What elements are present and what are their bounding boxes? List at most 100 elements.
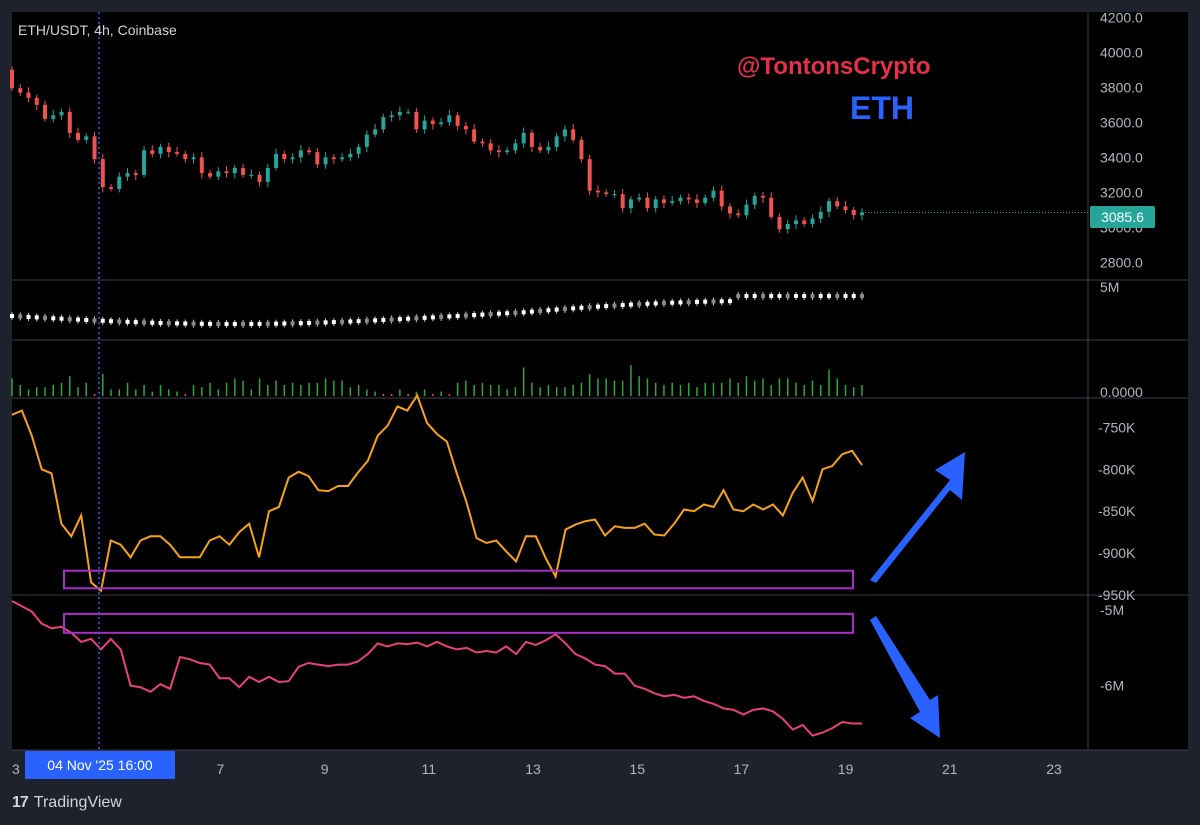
pane2-body xyxy=(496,311,501,316)
candle-body xyxy=(348,153,353,158)
pane2-body xyxy=(777,294,782,298)
candle-body xyxy=(538,146,543,151)
pane2-body xyxy=(331,320,336,325)
pane2-body xyxy=(414,316,419,321)
candle-body xyxy=(43,104,48,119)
candle-body xyxy=(373,129,378,135)
asset-label: ETH xyxy=(850,90,914,126)
candle-body xyxy=(463,125,468,130)
pane2-body xyxy=(744,294,749,298)
pane2-body xyxy=(628,302,633,307)
pane2-body xyxy=(620,303,625,308)
pane2-body xyxy=(274,321,279,326)
candle-body xyxy=(612,194,617,196)
pane2-body xyxy=(579,305,584,310)
pane2-tick-label: 5M xyxy=(1100,279,1119,295)
pane2-body xyxy=(348,319,353,324)
down-arrow-icon xyxy=(870,616,940,738)
time-tick-label: 9 xyxy=(321,761,329,777)
candle-body xyxy=(257,174,262,182)
candle-body xyxy=(843,206,848,210)
candle-body xyxy=(818,211,823,219)
pane2-body xyxy=(191,321,196,326)
pane2-body xyxy=(793,294,798,298)
candle-body xyxy=(364,134,369,147)
candle-body xyxy=(777,216,782,230)
pane2-body xyxy=(760,294,765,298)
pane2-body xyxy=(463,313,468,318)
pane2-body xyxy=(125,319,130,324)
pane2-body xyxy=(208,321,213,326)
pane2-body xyxy=(835,294,840,298)
candle-body xyxy=(422,120,427,130)
time-tick-label: 17 xyxy=(734,761,750,777)
time-tick-label: 23 xyxy=(1046,761,1062,777)
candle-body xyxy=(125,173,130,177)
pane2-body xyxy=(826,294,831,298)
pane2-body xyxy=(529,309,534,314)
price-tick-label: 4200.0 xyxy=(1100,9,1143,25)
pane2-body xyxy=(472,313,477,318)
candle-body xyxy=(661,199,666,203)
time-tick-label: 11 xyxy=(422,761,437,777)
candle-body xyxy=(389,115,394,118)
candle-body xyxy=(587,159,592,191)
flow-tick-label: -750K xyxy=(1098,419,1136,435)
pane2-body xyxy=(637,302,642,307)
candle-body xyxy=(282,153,287,160)
candle-body xyxy=(166,146,171,153)
pane2-body xyxy=(769,294,774,298)
pane2-body xyxy=(117,319,122,324)
pane2-body xyxy=(59,316,64,321)
candle-body xyxy=(406,111,411,113)
pane2-body xyxy=(381,317,386,322)
candle-body xyxy=(265,167,270,182)
candle-body xyxy=(736,213,741,216)
candle-body xyxy=(307,150,312,153)
candle-body xyxy=(232,167,237,174)
candle-body xyxy=(397,111,402,116)
pane2-body xyxy=(843,294,848,298)
pane2-body xyxy=(513,310,518,315)
candle-body xyxy=(760,195,765,198)
candle-body xyxy=(76,132,81,140)
candle-body xyxy=(274,153,279,168)
candle-body xyxy=(414,111,419,130)
pane2-body xyxy=(257,321,262,326)
pane2-body xyxy=(397,317,402,322)
candle-body xyxy=(133,173,138,175)
candle-body xyxy=(694,199,699,203)
candle-body xyxy=(480,141,485,144)
candle-body xyxy=(315,152,320,165)
pane2-body xyxy=(455,313,460,318)
tradingview-logo-icon: 17 xyxy=(12,794,29,811)
pane2-body xyxy=(298,321,303,326)
candle-body xyxy=(571,129,576,140)
pane2-body xyxy=(430,315,435,320)
pane2-body xyxy=(505,311,510,316)
candle-body xyxy=(100,159,105,188)
candle-body xyxy=(628,199,633,209)
tradingview-logo-text: TradingView xyxy=(33,794,122,811)
pane2-body xyxy=(183,321,188,326)
candle-body xyxy=(703,197,708,203)
pane2-body xyxy=(307,320,312,325)
pane2-body xyxy=(166,321,171,326)
candle-body xyxy=(719,190,724,207)
pane2-body xyxy=(356,319,361,324)
pink-flow-line xyxy=(11,600,862,737)
tradingview-footer[interactable]: 17 TradingView xyxy=(12,794,122,812)
orange-support-box xyxy=(63,569,854,590)
pane2-body xyxy=(158,320,163,325)
time-tick-label: 7 xyxy=(217,761,225,777)
up-arrow-icon xyxy=(870,452,965,583)
pane2-body xyxy=(290,321,295,326)
candle-body xyxy=(150,150,155,154)
candle-body xyxy=(67,111,72,133)
candle-body xyxy=(34,97,39,105)
pane2-body xyxy=(224,321,229,326)
candle-body xyxy=(802,220,807,224)
candle-body xyxy=(727,206,732,214)
crosshair-time-badge: 04 Nov '25 16:00 xyxy=(25,751,175,779)
